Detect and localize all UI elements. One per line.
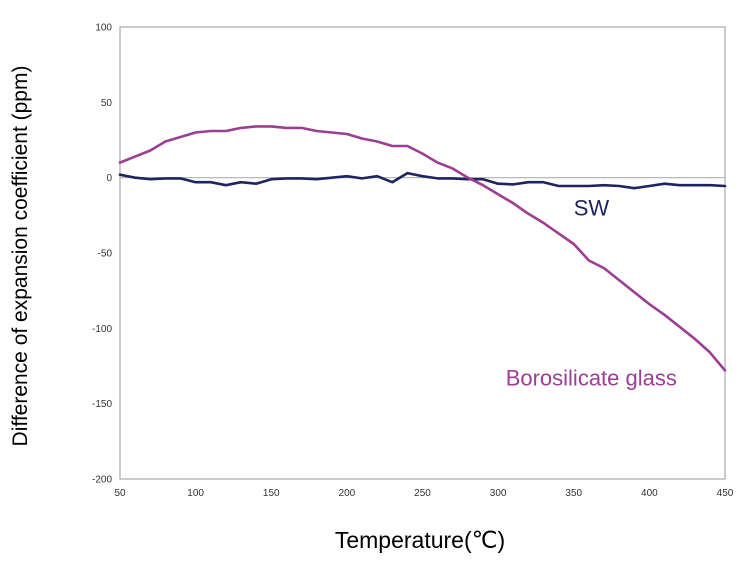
x-tick-label: 200: [339, 488, 356, 499]
series-line-borosilicate-glass: [118, 125, 727, 372]
y-tick-label: -100: [92, 324, 112, 335]
y-axis-ticks: 100 50 0 -50 -100 -150 -200: [92, 23, 112, 486]
series-label-sw: SW: [574, 195, 610, 220]
series-lines: [118, 125, 727, 372]
x-tick-label: 300: [490, 488, 507, 499]
x-tick-label: 50: [114, 488, 126, 499]
y-tick-label: 50: [101, 98, 113, 109]
y-tick-label: 100: [95, 23, 112, 34]
series-labels: SW Borosilicate glass: [506, 195, 677, 390]
y-tick-label: -150: [92, 399, 112, 410]
plot-area: [119, 26, 726, 480]
x-tick-label: 250: [414, 488, 431, 499]
x-axis-label: Temperature(℃): [335, 527, 505, 553]
series-line-sw: [118, 171, 727, 190]
x-tick-label: 150: [263, 488, 280, 499]
x-axis-ticks: 50 100 150 200 250 300 350 400 450: [114, 488, 733, 499]
x-tick-label: 350: [565, 488, 582, 499]
y-axis-label: Difference of expansion coefficient (ppm…: [9, 66, 32, 447]
y-tick-label: -200: [92, 475, 112, 486]
y-tick-label: 0: [106, 173, 112, 184]
series-label-borosilicate-glass: Borosilicate glass: [506, 366, 677, 391]
x-tick-label: 100: [187, 488, 204, 499]
x-tick-label: 450: [717, 488, 734, 499]
y-tick-label: -50: [98, 249, 113, 260]
x-tick-label: 400: [641, 488, 658, 499]
